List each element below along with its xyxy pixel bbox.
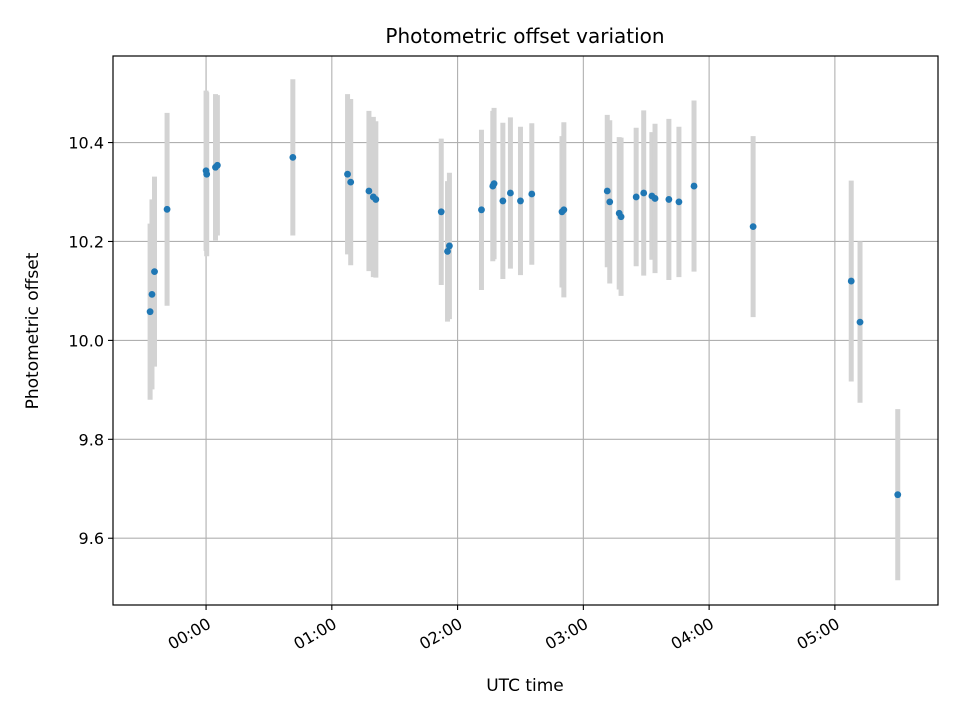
y-tick-label: 10.0 xyxy=(68,331,104,350)
data-point xyxy=(289,153,297,161)
data-point xyxy=(347,178,355,186)
x-tick-label: 03:00 xyxy=(542,614,591,654)
y-tick-label: 9.8 xyxy=(79,430,104,449)
data-point xyxy=(690,182,698,190)
y-tick-label: 10.2 xyxy=(68,232,104,251)
data-point xyxy=(213,161,221,169)
data-point xyxy=(606,198,614,206)
x-tick-label: 00:00 xyxy=(165,614,214,654)
data-point xyxy=(847,277,855,285)
y-tick-label: 10.4 xyxy=(68,134,104,153)
data-point xyxy=(446,242,453,250)
y-tick-label: 9.6 xyxy=(79,529,104,548)
y-axis-title: Photometric offset xyxy=(23,252,43,409)
data-point xyxy=(365,187,373,195)
x-tick-label: 04:00 xyxy=(668,614,717,654)
data-point xyxy=(665,196,673,203)
data-point xyxy=(749,223,757,231)
data-point xyxy=(640,189,648,197)
data-point xyxy=(528,190,536,198)
grid-layer xyxy=(113,56,938,605)
data-point xyxy=(499,197,507,205)
data-point xyxy=(856,318,864,326)
x-axis-title: UTC time xyxy=(486,676,564,696)
data-point xyxy=(617,213,625,221)
data-point xyxy=(507,189,514,197)
data-point xyxy=(490,180,498,188)
x-tick-label: 01:00 xyxy=(290,614,339,654)
data-point xyxy=(675,198,683,206)
data-point xyxy=(151,268,158,276)
data-point xyxy=(372,196,380,203)
x-tick-label: 05:00 xyxy=(793,614,842,654)
x-tick-label: 02:00 xyxy=(416,614,465,654)
data-point xyxy=(146,308,154,316)
data-point xyxy=(148,290,156,298)
tick-layer: 00:00 01:00 02:00 03:00 04:00 05:00 9.6 9.8 10.0… xyxy=(68,134,843,654)
data-point xyxy=(517,197,524,205)
plot-frame xyxy=(112,55,939,606)
data-point xyxy=(163,205,171,213)
point-layer xyxy=(146,153,902,499)
chart-title: Photometric offset variation xyxy=(385,24,664,48)
data-point xyxy=(203,170,211,178)
errorbar-layer xyxy=(147,79,901,581)
data-point xyxy=(478,206,485,214)
data-point xyxy=(437,208,445,216)
data-point xyxy=(651,195,659,202)
data-point xyxy=(603,187,611,195)
data-point xyxy=(344,170,351,178)
data-point xyxy=(632,193,640,201)
data-point xyxy=(560,206,568,214)
data-point xyxy=(444,247,451,255)
data-point xyxy=(894,491,902,499)
